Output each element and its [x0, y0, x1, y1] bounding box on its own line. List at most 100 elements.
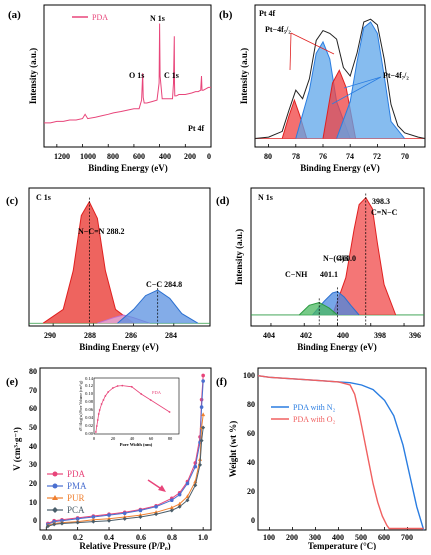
legend-label-pur: PUR: [67, 493, 85, 503]
inset-ytick: 0.14: [85, 376, 94, 381]
inset-point-pda: [95, 425, 98, 427]
panel-e-ytick: 20: [29, 479, 37, 488]
panel-e-xtick: 0.8: [167, 533, 177, 542]
inset-xtick: 80: [168, 436, 173, 441]
panel-e-bet: (e) 0 10 20 30 40 50 60 70 80 0.0 0.2 0.…: [6, 367, 212, 551]
panel-f-xtick: 100: [263, 533, 275, 542]
panel-e-point-pur: [138, 512, 143, 517]
panel-d-annotation-4000: 400.0: [338, 254, 356, 263]
panel-e-xtick: 0.2: [73, 533, 83, 542]
panel-e-point-pca: [198, 462, 203, 467]
panel-e-ytick: 40: [29, 442, 37, 451]
inset-point-pda: [107, 391, 110, 393]
inset-point-pda: [121, 384, 124, 387]
panel-d-annotation-3983: 398.3: [372, 197, 390, 206]
inset-ytick: 0.06: [85, 407, 94, 412]
panel-f-yticks: 0 20 40 60 80 100: [243, 371, 255, 525]
panel-a-annotation-n1s: N 1s: [150, 14, 165, 23]
panel-e-xticks: 0.0 0.2 0.4 0.6 0.8 1.0: [42, 533, 208, 542]
panel-e-point-pma: [91, 515, 96, 519]
panel-f-xlabel: Temperature (°C): [308, 541, 376, 550]
inset-point-pda: [116, 385, 119, 387]
panel-e-series-line-pca: [47, 427, 204, 527]
panel-a-xtick: 0: [207, 152, 211, 161]
panel-e-ytick: 70: [29, 386, 37, 395]
panel-e-ylabel: V (cm³·g⁻¹): [12, 427, 22, 471]
inset-frame: [93, 377, 180, 435]
panel-e-series-line-pda: [47, 375, 204, 524]
panel-c-plot: [29, 197, 210, 326]
panel-a-xticks: 1200 1000 800 600 400 200 0: [54, 152, 211, 161]
inset-point-pda: [111, 387, 114, 389]
panel-a-series-line-pda: [44, 23, 211, 124]
panel-e-xtick: 1.0: [198, 533, 208, 542]
panel-f-series-line-0: [257, 375, 425, 531]
panel-a-annotation-o1s: O 1s: [129, 71, 144, 80]
inset-point-pda: [98, 409, 101, 411]
inset-ytick: 0.00: [85, 431, 94, 436]
panel-b-annotation-pt4f52: Pt−4f₅/₂: [265, 25, 291, 34]
panel-d-label: (d): [216, 195, 230, 207]
panel-f-xtick: 400: [332, 533, 344, 542]
panel-e-ytick: 80: [29, 367, 37, 376]
panel-d-xtick: 402: [300, 331, 312, 340]
panel-e-series-line-pma: [47, 380, 204, 525]
inset-point-pda: [130, 385, 133, 388]
panel-b-pt4f: (b) Pt 4f Pt−4f₅/₂ Pt−4f₇/₂ 80 78 76 74 …: [219, 4, 426, 173]
panel-e-point-pca: [201, 425, 206, 430]
panel-f-ytick: 40: [247, 458, 255, 467]
panel-c-xlabel: Binding Energy (eV): [79, 342, 159, 352]
panel-e-point-pca: [59, 521, 64, 526]
panel-c-xtick: 290: [44, 331, 56, 340]
panel-e-point-pca: [177, 504, 182, 509]
panel-f-xtick: 600: [378, 533, 390, 542]
panel-b-arrow: [331, 76, 382, 105]
panel-f-label: (f): [216, 376, 227, 388]
panel-f-ytick: 20: [247, 487, 255, 496]
panel-e-point-pur: [169, 505, 174, 510]
panel-b-plot: [254, 18, 426, 147]
panel-e-point-pca: [52, 522, 57, 527]
panel-e-xtick: 0.0: [42, 533, 52, 542]
legend-marker-pma: [52, 483, 58, 489]
panel-f-ytick: 0: [251, 516, 255, 525]
panel-e-point-pma: [199, 405, 204, 409]
panel-e-point-pma: [154, 504, 158, 509]
panel-b-xtick: 76: [319, 152, 327, 161]
panel-e-frame: [39, 367, 212, 531]
legend-marker-pur: [52, 495, 58, 500]
panel-e-point-pma: [193, 464, 198, 469]
panel-e-point-pca: [138, 514, 143, 519]
panel-f-xtick: 300: [309, 533, 321, 542]
panel-e-point-pca: [169, 508, 174, 513]
panel-e-point-pur: [91, 517, 96, 522]
inset-point-pda: [140, 393, 143, 395]
panel-e-point-pca: [122, 516, 127, 521]
inset-yticks: 0.00 0.02 0.04 0.06 0.08 0.10 0.12 0.14: [85, 376, 94, 436]
inset-point-pda: [96, 419, 99, 421]
inset-point-pda: [149, 399, 152, 401]
panel-e-ytick: 0: [33, 516, 37, 525]
panel-a-annotation-pt4f: Pt 4f: [188, 124, 205, 133]
panel-e-point-pca: [199, 438, 204, 443]
panel-d-annotation-nc3: N−(C)3: [323, 254, 348, 263]
panel-e-point-pca: [193, 483, 198, 488]
inset-xtick: 40: [130, 436, 135, 441]
legend-marker-pda: [52, 471, 58, 477]
panel-c-frame: [28, 187, 211, 327]
panel-c-xtick: 288: [84, 331, 96, 340]
panel-f-legend: PDA with N₂ PDA with O₂: [271, 403, 336, 424]
panel-e-point-pca: [75, 520, 80, 525]
panel-e-point-pda: [201, 373, 205, 378]
panel-b-xticks: 80 78 76 74 72 70: [264, 152, 409, 161]
inset-xtick: 0: [93, 436, 96, 441]
inset-xtick: 20: [111, 436, 116, 441]
panel-e-point-pca: [185, 498, 190, 503]
panel-f-frame: [257, 367, 427, 531]
inset-ytick: 0.02: [85, 423, 93, 428]
panel-a-frame: [43, 4, 212, 148]
panel-e-point-pma: [138, 508, 143, 513]
panel-d-annotation-cnc: C=N−C: [371, 208, 398, 217]
panel-d-xtick: 400: [337, 331, 349, 340]
